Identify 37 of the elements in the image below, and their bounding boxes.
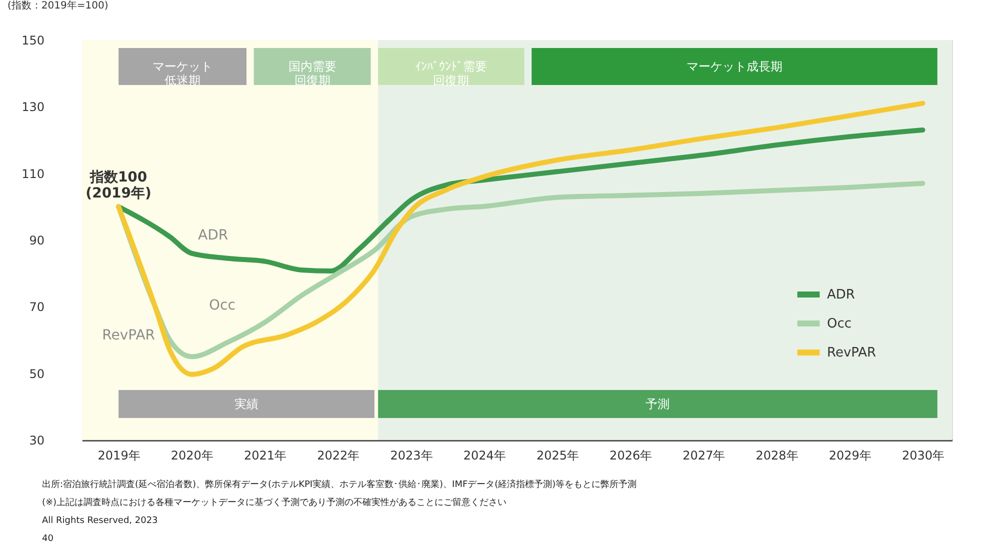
band-label: マーケット低迷期 (152, 60, 213, 88)
annotation: 指数100 (2019年) (86, 170, 152, 202)
x-tick-label: 2019年 (98, 448, 140, 462)
y-tick-label: 90 (29, 234, 44, 248)
x-tick-label: 2021年 (244, 448, 287, 462)
text: 40 (42, 534, 54, 544)
band-label: 国内需要回復期 (288, 60, 336, 88)
x-tick-label: 2028年 (756, 448, 798, 462)
legend-label: RevPAR (827, 346, 876, 360)
text: All Rights Reserved, 2023 (42, 516, 158, 526)
annotation: RevPAR (102, 328, 156, 344)
y-tick-label: 70 (29, 300, 44, 314)
x-tick-label: 2027年 (682, 448, 726, 462)
x-tick-label: 2026年 (610, 448, 652, 462)
legend-label: Occ (827, 316, 852, 332)
x-tick-label: 2029年 (828, 448, 872, 462)
band-label: 実績 (234, 397, 258, 411)
annotation: Occ (209, 298, 236, 314)
x-tick-label: 2022年 (317, 448, 360, 462)
annotation: ADR (198, 228, 228, 244)
legend-label: ADR (827, 288, 855, 302)
y-tick-label: 110 (22, 166, 44, 181)
y-tick-label: 130 (22, 100, 44, 114)
y-axis-title: (指数：2019年=100) (8, 0, 108, 12)
band-label: マーケット成長期 (686, 60, 782, 74)
x-tick-label: 2023年 (390, 448, 433, 462)
text: (※)上記は調査時点における各種マーケットデータに基づく予測であり予測の不確実性があることにご留意ください (42, 497, 507, 508)
y-tick-label: 150 (22, 34, 44, 48)
x-tick-label: 2030年 (902, 448, 945, 462)
band-label: 予測 (646, 397, 670, 411)
text: 出所:宿泊旅行統計調査(延べ宿泊者数)、弊所保有データ(ホテルKPI実績、ホテル客室数･供給･廃業)、IMFデータ(経済指標予測)等をもとに弊所予測 (42, 479, 637, 490)
band-label: ｲﾝﾊﾞｳﾝﾄﾞ需要回復期 (415, 60, 488, 88)
x-tick-label: 2025年 (536, 448, 579, 462)
y-tick-label: 30 (29, 434, 44, 448)
y-tick-label: 50 (29, 366, 44, 381)
x-tick-label: 2024年 (463, 448, 506, 462)
x-tick-label: 2020年 (170, 448, 214, 462)
